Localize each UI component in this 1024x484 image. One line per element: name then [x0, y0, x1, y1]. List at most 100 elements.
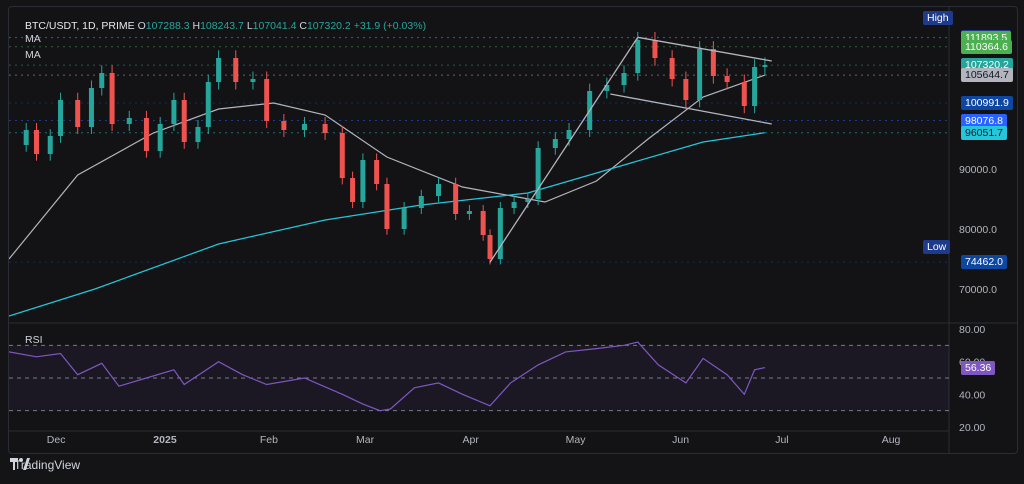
candle-body — [552, 139, 558, 148]
candle-body — [281, 121, 287, 130]
candle-body — [58, 100, 64, 136]
time-axis-tick: Mar — [356, 434, 375, 446]
rsi-axis-tick: 40.00 — [959, 389, 985, 401]
candle-body — [88, 88, 94, 127]
time-axis-tick: Feb — [260, 434, 278, 446]
price-axis-tick: 90000.0 — [959, 164, 997, 176]
symbol-label: BTC/USDT, 1D, PRIME — [25, 20, 135, 32]
candle-body — [157, 124, 163, 151]
close-key: C — [299, 20, 307, 32]
candle-body — [33, 130, 39, 154]
candle-body — [301, 124, 307, 130]
rsi-band-fill — [9, 345, 949, 411]
price-chart-svg[interactable]: 90000.080000.070000.080.0060.0040.0020.0… — [9, 7, 1017, 453]
candle-body — [233, 58, 239, 82]
trendline-3 — [610, 93, 772, 125]
low-key: L — [246, 20, 253, 32]
price-axis-tick: 70000.0 — [959, 284, 997, 296]
rsi-current-tag: 56.36 — [961, 360, 996, 375]
candle-body — [710, 49, 716, 76]
candle-body — [480, 211, 486, 235]
high-value: 108243.7 — [200, 20, 244, 32]
close-value: 107320.2 — [306, 20, 351, 32]
time-axis-tick: 2025 — [153, 434, 177, 446]
high-tag: High — [923, 11, 953, 25]
rsi-axis-tick: 80.00 — [959, 324, 985, 336]
ma-label-1[interactable]: MA — [25, 33, 41, 45]
candle-body — [171, 100, 177, 124]
candle-body — [109, 73, 115, 124]
candle-body — [250, 79, 256, 82]
candle-body — [752, 67, 758, 106]
candle-body — [453, 184, 459, 214]
candle-body — [497, 208, 503, 259]
open-value: 107288.3 — [145, 20, 190, 32]
change-value: +31.9 (+0.03%) — [353, 20, 427, 32]
candle-body — [264, 79, 270, 121]
trendline-1 — [489, 36, 639, 263]
time-axis-tick: Aug — [882, 434, 901, 446]
candle-body — [384, 184, 390, 229]
time-axis-tick: Jun — [672, 434, 689, 446]
candle-body — [535, 148, 541, 199]
price-tag-4: 105644.7 — [961, 68, 1013, 83]
candle-body — [621, 73, 627, 85]
candle-body — [487, 235, 493, 259]
candle-body — [762, 65, 768, 67]
rsi-label[interactable]: RSI — [25, 334, 43, 346]
time-axis-tick: Apr — [463, 434, 480, 446]
candle-body — [216, 58, 222, 82]
trendline-2 — [637, 36, 772, 62]
price-tag-5: 100991.9 — [961, 96, 1013, 111]
candle-body — [23, 130, 29, 145]
candle-body — [669, 58, 675, 79]
candle-body — [435, 184, 441, 196]
price-tag-7: 96051.7 — [961, 125, 1007, 140]
candle-body — [47, 136, 53, 154]
tradingview-brand: TradingView — [10, 458, 80, 472]
rsi-line — [9, 341, 766, 412]
open-key: O — [137, 20, 146, 32]
time-axis-tick: Jul — [775, 434, 788, 446]
candle-body — [652, 40, 658, 58]
candle-body — [604, 85, 610, 91]
candle-body — [143, 118, 149, 151]
candle-body — [697, 49, 703, 100]
candle-body — [374, 160, 380, 184]
candle-body — [181, 100, 187, 142]
candle-body — [566, 130, 572, 139]
candle-body — [525, 199, 531, 202]
candle-body — [350, 178, 356, 202]
candle-body — [418, 196, 424, 208]
price-tag-8: 74462.0 — [961, 255, 1007, 270]
candle-body — [360, 160, 366, 202]
low-tag: Low — [923, 240, 951, 254]
candle-body — [401, 208, 407, 229]
candle-body — [511, 202, 517, 208]
price-axis-tick: 80000.0 — [959, 224, 997, 236]
ma-label-2[interactable]: MA — [25, 49, 41, 61]
price-tag-2: 110364.6 — [961, 39, 1013, 54]
candle-body — [741, 82, 747, 106]
low-value: 107041.4 — [252, 20, 297, 32]
time-axis-tick: Dec — [47, 434, 66, 446]
candle-body — [322, 124, 328, 133]
candle-body — [75, 100, 81, 127]
candle-body — [466, 211, 472, 214]
candle-body — [205, 82, 211, 127]
brand-name: TradingView — [14, 458, 81, 472]
candle-body — [195, 127, 201, 142]
candle-body — [724, 76, 730, 82]
candle-body — [99, 73, 105, 88]
time-axis-tick: May — [566, 434, 587, 446]
candle-body — [683, 79, 689, 100]
rsi-axis-tick: 20.00 — [959, 422, 985, 434]
candle-body — [339, 133, 345, 178]
moving-average-line-1 — [9, 74, 766, 260]
candle-body — [126, 118, 132, 124]
ohlc-legend: BTC/USDT, 1D, PRIME O107288.3 H108243.7 … — [25, 19, 426, 33]
high-key: H — [192, 20, 201, 32]
chart-panel[interactable]: 90000.080000.070000.080.0060.0040.0020.0… — [8, 6, 1018, 454]
candle-body — [635, 40, 641, 73]
